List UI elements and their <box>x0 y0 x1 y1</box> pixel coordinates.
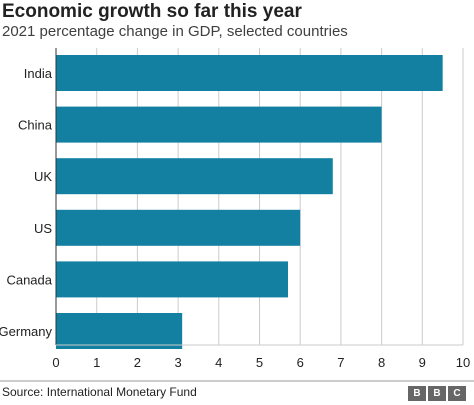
x-tick-label: 7 <box>337 355 344 370</box>
bar-uk <box>56 158 333 195</box>
category-label: Germany <box>0 324 52 339</box>
logo-letter-b2: B <box>428 386 446 401</box>
bar-china <box>56 106 382 143</box>
source-note: Source: International Monetary Fund <box>2 385 197 399</box>
x-tick-label: 2 <box>134 355 141 370</box>
logo-letter-b1: B <box>408 386 426 401</box>
x-tick-label: 0 <box>52 355 59 370</box>
x-tick-label: 1 <box>93 355 100 370</box>
x-tick-label: 4 <box>215 355 222 370</box>
category-label: China <box>18 118 53 133</box>
bar-us <box>56 209 301 246</box>
bar-india <box>56 55 443 91</box>
bar-canada <box>56 261 288 298</box>
category-label: Canada <box>6 272 52 287</box>
x-tick-label: 5 <box>256 355 263 370</box>
x-tick-label: 3 <box>174 355 181 370</box>
bar-chart: 0 1 2 3 4 5 6 7 8 9 10 India China UK US Canada Germany <box>0 48 474 382</box>
category-label: US <box>34 221 52 236</box>
chart-title: Economic growth so far this year <box>2 1 302 22</box>
chart-subtitle: 2021 percentage change in GDP, selected … <box>2 23 348 40</box>
x-tick-label: 6 <box>297 355 304 370</box>
category-label: India <box>24 66 53 81</box>
logo-letter-c: C <box>448 386 466 401</box>
x-tick-label: 8 <box>378 355 385 370</box>
x-tick-label: 10 <box>456 355 470 370</box>
bar-germany <box>56 313 183 349</box>
bbc-logo: B B C <box>408 386 466 401</box>
x-tick-label: 9 <box>419 355 426 370</box>
category-label: UK <box>34 169 52 184</box>
